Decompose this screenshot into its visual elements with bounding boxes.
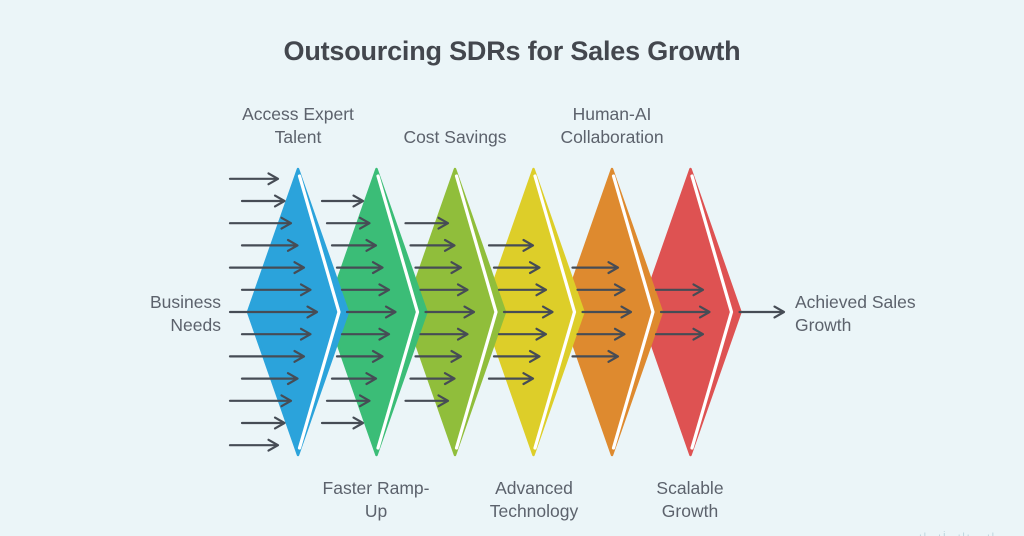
flow-arrow-head <box>293 261 306 275</box>
watermark-fragment: ıl· ıİ· ılı· ·ıl <box>919 532 996 536</box>
output-label-line: Growth <box>795 314 852 335</box>
stage-label-access-expert-talent: Access Expert Talent <box>208 103 388 148</box>
stage-diamond-highlight-2 <box>376 174 420 450</box>
flow-arrow-head <box>692 283 705 297</box>
stage-diamond-highlight-4 <box>533 174 577 450</box>
flow-arrow-head <box>437 394 450 408</box>
flow-arrow-head <box>528 261 541 275</box>
flow-arrow-head <box>443 238 456 252</box>
stage-label-line: Up <box>364 500 388 521</box>
flow-arrow-head <box>437 216 450 230</box>
flow-arrow-head <box>613 283 626 297</box>
flow-arrow-head <box>286 238 299 252</box>
flow-arrow-head <box>371 349 384 363</box>
flow-arrow-head <box>306 305 319 319</box>
stage-label-scalable-growth: Scalable Growth <box>600 477 780 522</box>
flow-arrow-head <box>378 327 391 341</box>
input-label-business-needs: Business Needs <box>61 291 221 336</box>
flow-arrow-head <box>273 194 286 208</box>
flow-arrow-head <box>358 394 371 408</box>
flow-arrow-head <box>378 283 391 297</box>
flow-arrow-head <box>450 349 463 363</box>
flow-arrow-head <box>273 416 286 430</box>
input-label-line: Business <box>149 292 221 312</box>
flow-arrow-head <box>456 283 469 297</box>
flow-arrow-head <box>613 327 626 341</box>
flow-arrow-head <box>286 372 299 386</box>
stage-label-cost-savings: Cost Savings <box>365 126 545 149</box>
stage-label-advanced-technology: Advanced Technology <box>444 477 624 522</box>
flow-arrow-head <box>773 305 786 319</box>
flow-arrow-head <box>293 349 306 363</box>
flow-arrow-head <box>692 327 705 341</box>
flow-arrow-head <box>280 394 293 408</box>
stage-label-line: Technology <box>489 500 579 521</box>
stage-label-line: Talent <box>274 126 322 147</box>
flow-arrow-head <box>528 349 541 363</box>
flow-arrow-head <box>450 261 463 275</box>
stage-diamond-highlight-3 <box>454 174 498 450</box>
flow-arrow-head <box>522 238 535 252</box>
flow-arrow-head <box>352 194 365 208</box>
stage-label-line: Access Expert <box>242 104 354 124</box>
flow-arrow-head <box>365 372 378 386</box>
output-label-achieved-sales-growth: Achieved Sales Growth <box>795 291 1015 336</box>
flow-arrow-head <box>365 238 378 252</box>
flow-arrow-head <box>280 216 293 230</box>
flow-arrow-head <box>620 305 633 319</box>
stage-label-line: Collaboration <box>560 126 664 147</box>
flow-arrow-head <box>358 216 371 230</box>
flow-arrow-head <box>267 172 280 186</box>
stage-label-line: Growth <box>661 500 719 521</box>
stage-label-line: Faster Ramp- <box>322 478 430 498</box>
stage-label-line: Advanced <box>495 478 573 498</box>
flow-arrow-head <box>267 438 280 452</box>
flow-arrow-head <box>299 327 312 341</box>
input-label-line: Needs <box>170 314 221 335</box>
stage-label-faster-ramp-up: Faster Ramp- Up <box>286 477 466 522</box>
stage-label-line: Scalable <box>656 478 724 498</box>
flow-arrow-head <box>698 305 711 319</box>
stage-diamond-highlight-5 <box>611 174 655 450</box>
page-title: Outsourcing SDRs for Sales Growth <box>283 36 741 66</box>
flow-arrow-head <box>352 416 365 430</box>
flow-arrow-head <box>463 305 476 319</box>
flow-arrow-head <box>299 283 312 297</box>
flow-arrow-head <box>535 283 548 297</box>
flow-arrow-head <box>456 327 469 341</box>
flow-arrow-head <box>541 305 554 319</box>
flow-arrow-head <box>384 305 397 319</box>
flow-arrow-head <box>607 349 620 363</box>
output-label-line: Achieved Sales <box>795 292 916 312</box>
flow-arrow-head <box>607 261 620 275</box>
stage-label-line: Human-AI <box>572 104 652 124</box>
flow-arrow-head <box>535 327 548 341</box>
flow-arrow-head <box>443 372 456 386</box>
flow-arrow-head <box>371 261 384 275</box>
flow-arrow-head <box>522 372 535 386</box>
stage-label-line: Cost Savings <box>403 126 507 147</box>
stage-diamond-highlight-1 <box>297 174 341 450</box>
stage-label-human-ai-collaboration: Human-AI Collaboration <box>522 103 702 148</box>
stage-diamond-highlight-6 <box>690 174 734 450</box>
